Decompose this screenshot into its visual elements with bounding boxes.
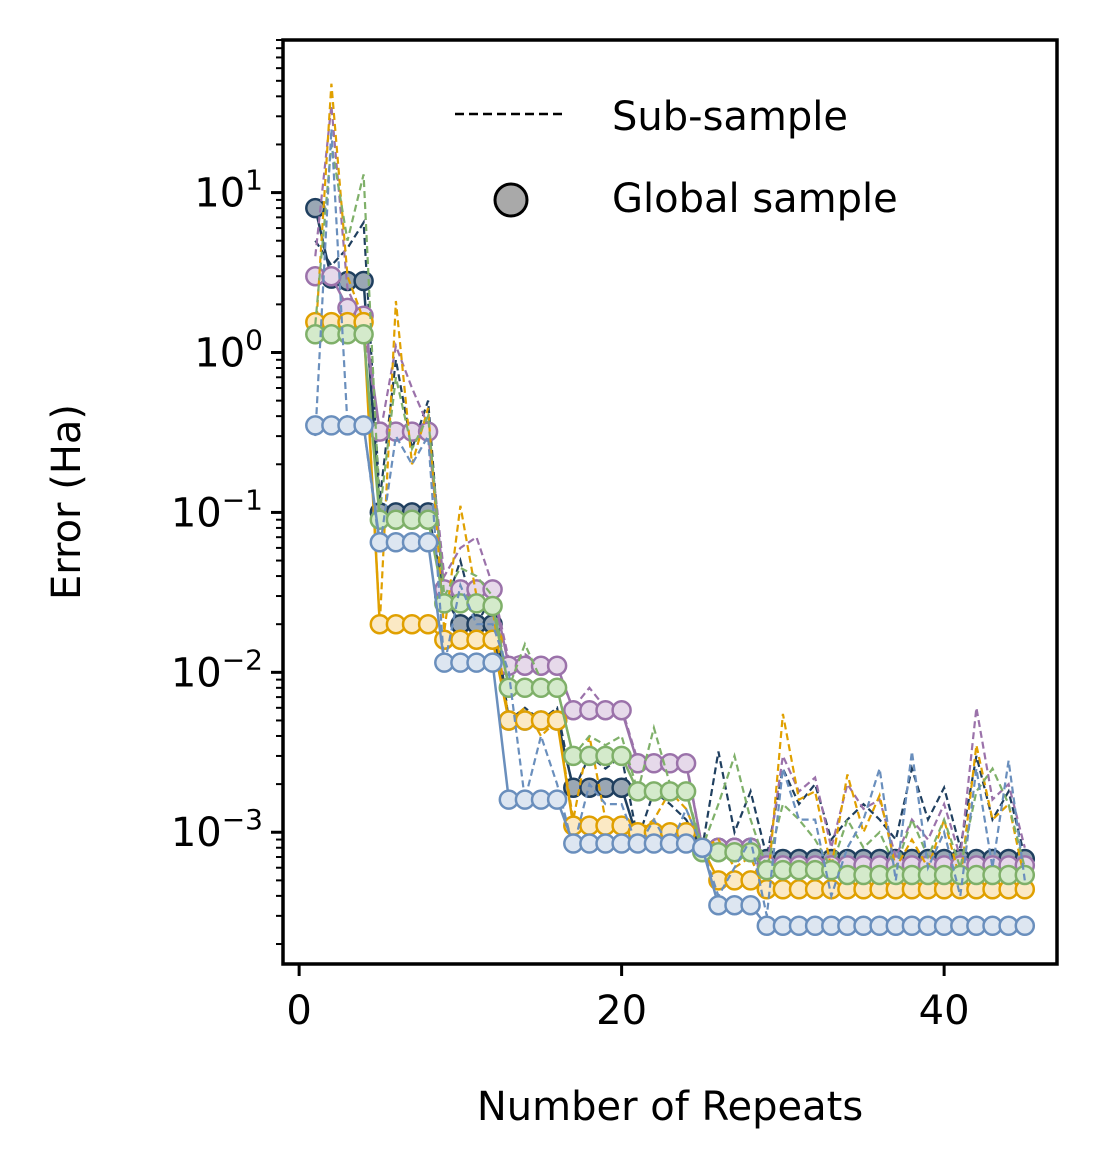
global-sample-point (740, 894, 761, 916)
global-sample-point (353, 415, 374, 436)
y-tick-label: 100 (194, 324, 263, 377)
x-axis-label: Number of Repeats (477, 1084, 863, 1130)
series-blue (305, 128, 1036, 937)
global-sample-point (353, 270, 374, 292)
x-tick-label: 0 (286, 988, 311, 1034)
global-sample-point (1014, 915, 1036, 937)
y-axis-label: Error (Ha) (44, 404, 90, 600)
x-tick-label: 20 (596, 988, 647, 1034)
global-sample-point (305, 197, 326, 219)
plot-frame (281, 38, 1059, 966)
y-axis: 10−3 10−2 10−1 100 101 (171, 39, 283, 946)
global-sample-point (417, 532, 439, 553)
global-sample-point (692, 837, 713, 858)
legend: Sub-sample Global sample (455, 94, 898, 222)
global-sample-point (482, 652, 503, 673)
global-sample-point (675, 753, 697, 774)
global-sample-point (546, 655, 568, 676)
legend-circle-marker-sample (493, 182, 529, 218)
global-sample-point (353, 324, 374, 345)
y-tick-label: 101 (194, 164, 263, 217)
global-sample-point (482, 595, 503, 617)
global-sample-point (546, 677, 568, 699)
y-tick-label: 10−1 (171, 483, 263, 536)
global-sample-point (611, 745, 632, 767)
global-sample-point (611, 699, 632, 721)
plot-area (305, 83, 1036, 937)
legend-label-global-sample: Global sample (612, 176, 898, 222)
series-green (305, 144, 1036, 886)
x-tick-label: 40 (919, 988, 970, 1034)
global-sample-point (546, 789, 568, 810)
series-layer (305, 83, 1036, 937)
legend-label-sub-sample: Sub-sample (612, 94, 848, 140)
y-tick-label: 10−2 (171, 643, 263, 696)
global-sample-point (675, 781, 697, 802)
y-tick-label: 10−3 (171, 803, 263, 856)
global-sample-point (417, 613, 439, 635)
x-axis: 0 20 40 (286, 964, 970, 1034)
